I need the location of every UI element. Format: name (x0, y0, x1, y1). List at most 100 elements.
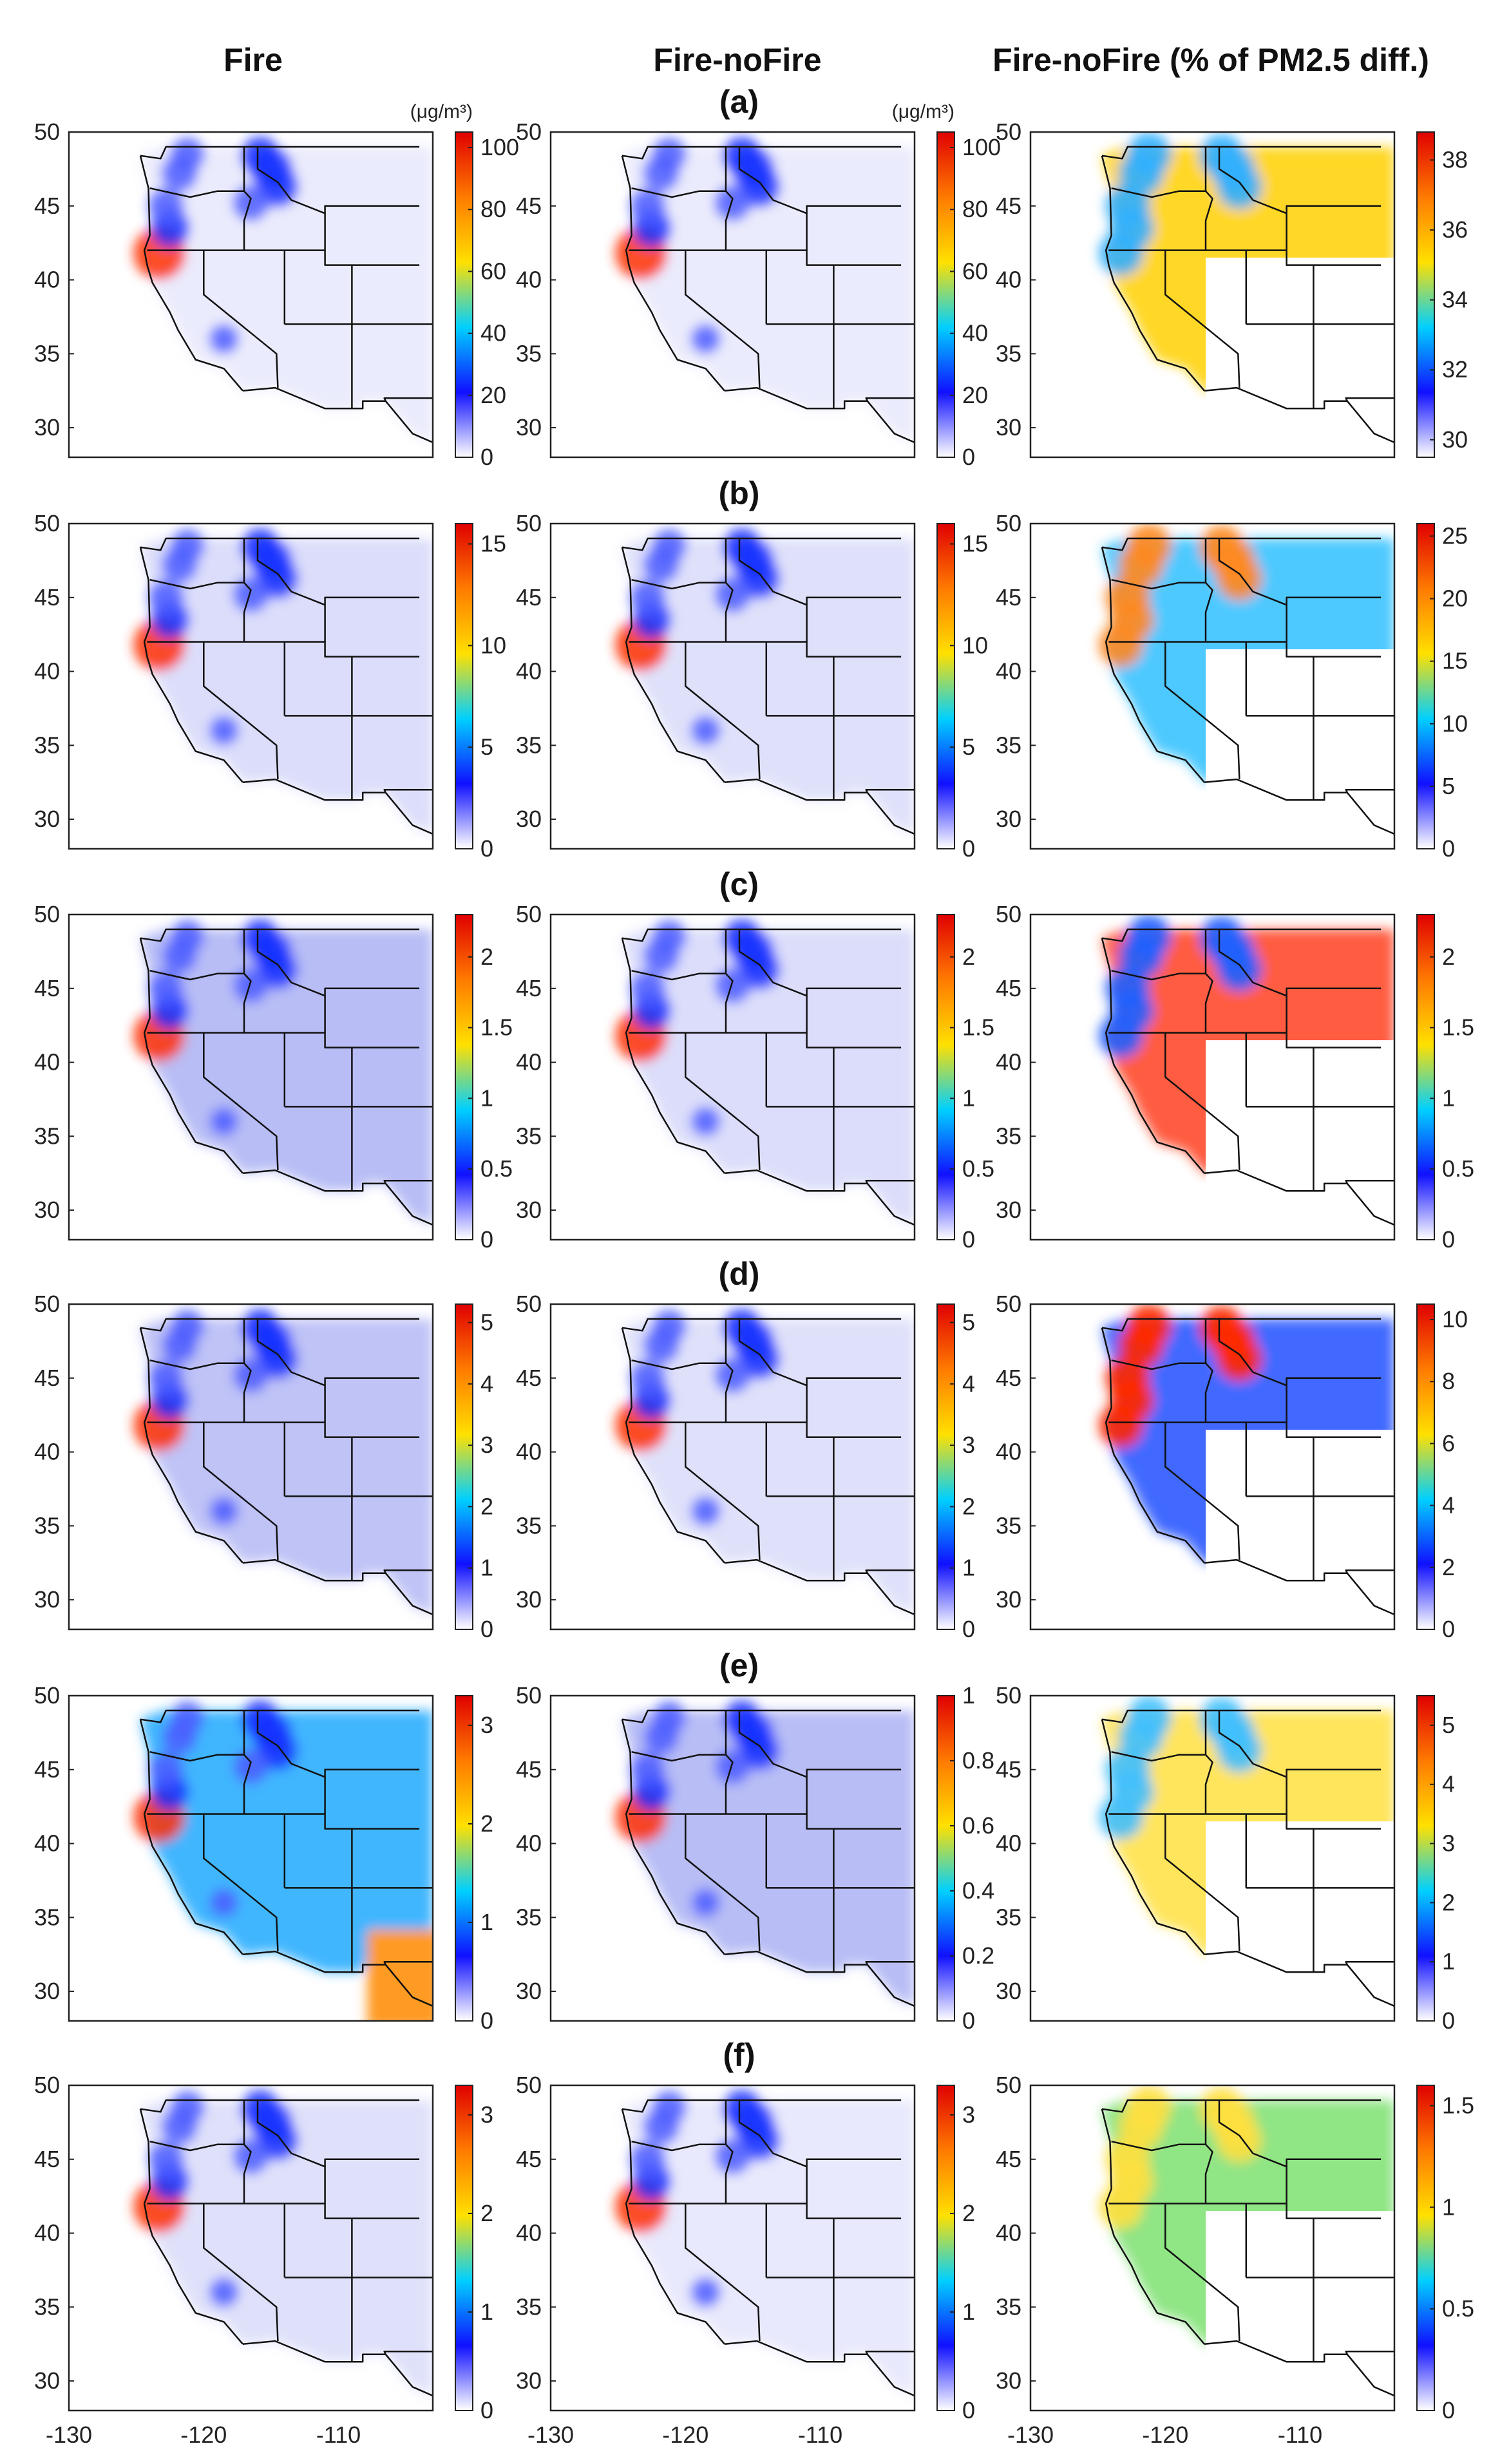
colorbar-tick-label: 1 (1442, 1085, 1455, 1111)
panel-label-f: (f) (723, 2037, 755, 2073)
colorbar-tick-label: 4 (962, 1370, 975, 1397)
colorbar-tick-label: 5 (480, 734, 493, 760)
smoke-plume (171, 920, 204, 954)
colorbar (1416, 914, 1435, 1240)
x-tick-label: -110 (798, 2421, 842, 2448)
y-tick-label: 50 (34, 1682, 60, 1709)
background-field (622, 929, 915, 1225)
colorbar (455, 2085, 473, 2411)
colorbar (1416, 2085, 1435, 2411)
smoke-plume (171, 1309, 204, 1343)
smoke-plume (148, 1752, 184, 1787)
smoke-plume (630, 2141, 665, 2177)
colorbar-tick-label: 15 (962, 531, 988, 557)
no-data-region (1206, 2211, 1394, 2411)
colorbar-tick-label: 0 (962, 1226, 975, 1253)
y-tick-label: 30 (516, 1586, 542, 1613)
x-tick-label: -120 (662, 2421, 708, 2448)
colorbar-tick-label: 3 (480, 2101, 493, 2128)
column-title-percent-diff: Fire-noFire (% of PM2.5 diff.) (992, 42, 1429, 78)
smoke-plume (233, 1749, 269, 1785)
panel-d-pct-diff: 30 35 40 45 50 0 2 4 6 8 10 (996, 1291, 1468, 1642)
smoke-plume (630, 1752, 665, 1787)
colorbar-tick-label: 2 (480, 1493, 493, 1519)
x-tick-label: -130 (46, 2421, 92, 2448)
y-tick-label: 40 (996, 267, 1021, 293)
smoke-plume (148, 2141, 184, 2177)
y-tick-label: 30 (996, 414, 1021, 441)
colorbar-tick-label: 3 (1442, 1830, 1455, 1857)
colorbar-tick-label: 1 (480, 1909, 493, 1935)
concentration-field (1099, 524, 1394, 849)
panel-c-fire: 30 35 40 45 50 0 0.5 1 1.5 2 (34, 901, 513, 1253)
colorbar-tick-label: 4 (1442, 1771, 1455, 1797)
smoke-plume (715, 1358, 750, 1393)
colorbar-tick-label: 0 (1442, 2397, 1455, 2423)
y-tick-label: 35 (34, 732, 60, 758)
y-tick-label: 45 (34, 584, 60, 611)
colorbar-tick-label: 1 (962, 2298, 975, 2325)
colorbar-tick-label: 100 (480, 134, 519, 160)
colorbar-tick-label: 10 (962, 632, 988, 658)
concentration-field (133, 2090, 433, 2396)
colorbar-tick-label: 20 (1442, 585, 1468, 612)
background-field (622, 1319, 915, 1615)
state-borders (139, 928, 433, 1226)
y-tick-label: 50 (996, 1291, 1021, 1317)
y-tick-label: 50 (34, 901, 60, 927)
y-tick-label: 30 (996, 1978, 1021, 2004)
pct-hotspot (1127, 132, 1172, 176)
y-tick-label: 40 (996, 658, 1021, 685)
colorbar (455, 131, 473, 458)
state-borders (139, 537, 433, 835)
y-tick-label: 40 (516, 1049, 542, 1076)
colorbar-tick-label: 1 (480, 1085, 493, 1111)
x-tick-label: -130 (1007, 2421, 1054, 2448)
background-field (140, 2100, 433, 2396)
pct-hotspot (1127, 2085, 1172, 2130)
y-tick-label: 50 (996, 510, 1021, 536)
plot-frame (1029, 2084, 1396, 2412)
y-tick-label: 35 (996, 1123, 1021, 1149)
panel-c-pct-diff: 30 35 40 45 50 0 0.5 1 1.5 2 (996, 901, 1474, 1253)
smoke-plume (715, 577, 750, 612)
y-tick-label: 40 (34, 1439, 60, 1465)
y-tick-label: 35 (996, 732, 1021, 758)
concentration-field (133, 1700, 433, 2021)
y-tick-label: 35 (516, 2293, 542, 2320)
colorbar-tick-label: 5 (1442, 773, 1455, 799)
y-tick-label: 45 (516, 1756, 542, 1783)
colorbar-tick-label: 0.5 (1442, 1155, 1474, 1182)
y-tick-label: 50 (996, 901, 1021, 927)
concentration-field (615, 1700, 915, 2006)
smoke-plume (630, 971, 665, 1006)
y-tick-label: 35 (516, 340, 542, 366)
state-borders (621, 146, 915, 444)
y-tick-label: 30 (34, 1197, 60, 1223)
smoke-plume (171, 1701, 204, 1735)
colorbar-tick-label: 4 (1442, 1492, 1455, 1519)
y-tick-label: 30 (516, 1978, 542, 2004)
panel-a-fire-nofire: 30 35 40 45 50 0 20 40 60 80 100 (μg/m³) (a) (516, 84, 1001, 470)
colorbar-tick-label: 100 (962, 134, 1001, 160)
colorbar-tick-label: 40 (962, 320, 988, 346)
colorbar-tick-label: 2 (480, 943, 493, 970)
x-tick-label: -110 (1278, 2421, 1322, 2448)
colorbar-tick-label: 0.8 (962, 1747, 994, 1774)
y-tick-label: 45 (516, 584, 542, 611)
plot-frame (68, 1303, 434, 1631)
colorbar-tick-label: 20 (480, 382, 506, 408)
plot-frame (1029, 913, 1396, 1241)
colorbar (1416, 1303, 1435, 1630)
colorbar (936, 1695, 955, 2022)
colorbar-tick-label: 0.5 (1442, 2295, 1474, 2322)
y-tick-label: 45 (34, 1756, 60, 1783)
state-borders (139, 1709, 433, 2007)
background-field (140, 929, 433, 1225)
y-tick-label: 45 (34, 193, 60, 219)
panel-label-d: (d) (719, 1256, 760, 1292)
y-tick-label: 45 (516, 2146, 542, 2172)
smoke-plume (652, 137, 686, 171)
colorbar-tick-label: 0.2 (962, 1942, 994, 1969)
colorbar-tick-label: 1 (962, 1682, 975, 1709)
